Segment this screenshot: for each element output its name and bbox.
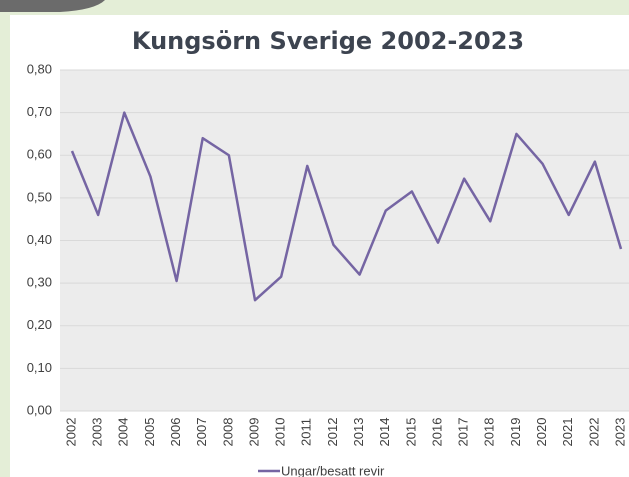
x-tick-label: 2021 [560, 418, 575, 447]
data-line [70, 111, 623, 302]
x-tick-label: 2009 [246, 418, 261, 447]
x-tick-label: 2002 [63, 418, 78, 447]
x-tick-label: 2022 [586, 418, 601, 447]
x-tick-label: 2008 [220, 418, 235, 447]
x-tick-label: 2016 [429, 418, 444, 447]
x-tick-label: 2004 [116, 418, 131, 447]
legend-label: Ungar/besatt revir [281, 463, 385, 477]
x-tick-label: 2010 [273, 418, 288, 447]
x-tick-label: 2019 [508, 418, 523, 447]
y-tick-label: 0,50 [27, 189, 52, 204]
y-tick-label: 0,20 [27, 317, 52, 332]
x-tick-label: 2012 [325, 418, 340, 447]
x-tick-label: 2020 [534, 418, 549, 447]
x-tick-label: 2005 [142, 418, 157, 447]
y-tick-label: 0,30 [27, 275, 52, 290]
chart-title: Kungsörn Sverige 2002-2023 [132, 27, 524, 55]
x-tick-label: 2017 [456, 418, 471, 447]
x-tick-label: 2007 [194, 418, 209, 447]
x-tick-label: 2023 [612, 418, 627, 447]
x-tick-label: 2014 [377, 418, 392, 447]
x-tick-label: 2006 [168, 418, 183, 447]
window-shadow [0, 0, 105, 12]
y-tick-label: 0,70 [27, 104, 52, 119]
x-tick-label: 2018 [482, 418, 497, 447]
y-tick-label: 0,60 [27, 147, 52, 162]
x-tick-label: 2013 [351, 418, 366, 447]
y-tick-label: 0,40 [27, 232, 52, 247]
x-tick-label: 2003 [90, 418, 105, 447]
y-tick-label: 0,80 [27, 61, 52, 76]
y-tick-label: 0,00 [27, 402, 52, 417]
x-tick-label: 2015 [403, 418, 418, 447]
y-tick-label: 0,10 [27, 360, 52, 375]
x-tick-label: 2011 [299, 418, 314, 446]
